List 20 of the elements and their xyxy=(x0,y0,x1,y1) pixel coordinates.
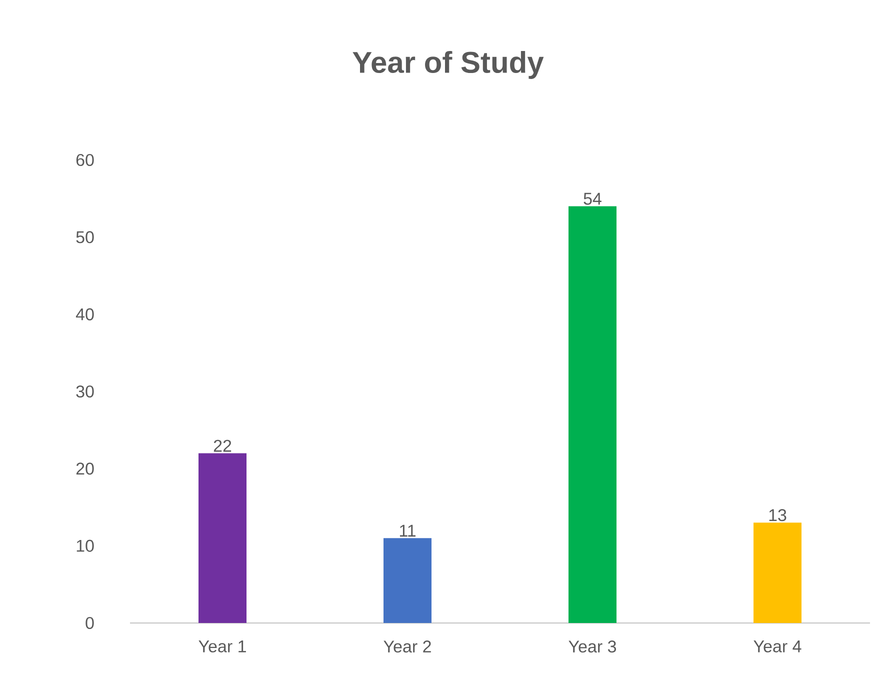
bar xyxy=(754,522,802,623)
bar xyxy=(198,453,247,623)
data-label: 11 xyxy=(400,524,416,537)
y-tick-label: 40 xyxy=(76,308,94,320)
bar xyxy=(384,538,432,623)
y-tick-label: 50 xyxy=(76,231,94,244)
x-tick-label: Year 4 xyxy=(754,640,802,652)
data-label: 54 xyxy=(584,192,602,205)
y-tick-label: 30 xyxy=(76,385,94,398)
y-tick-label: 60 xyxy=(76,154,94,166)
x-tick-label: Year 2 xyxy=(384,640,431,653)
x-tick-label: Year 1 xyxy=(198,640,246,652)
bar xyxy=(568,206,617,623)
y-tick-label: 0 xyxy=(86,616,94,630)
chart-title: Year of Study xyxy=(352,51,544,79)
data-label: 22 xyxy=(214,440,232,452)
data-label: 13 xyxy=(769,509,786,522)
y-tick-label: 10 xyxy=(76,540,94,552)
x-tick-label: Year 3 xyxy=(568,640,616,653)
y-tick-label: 20 xyxy=(76,462,94,475)
